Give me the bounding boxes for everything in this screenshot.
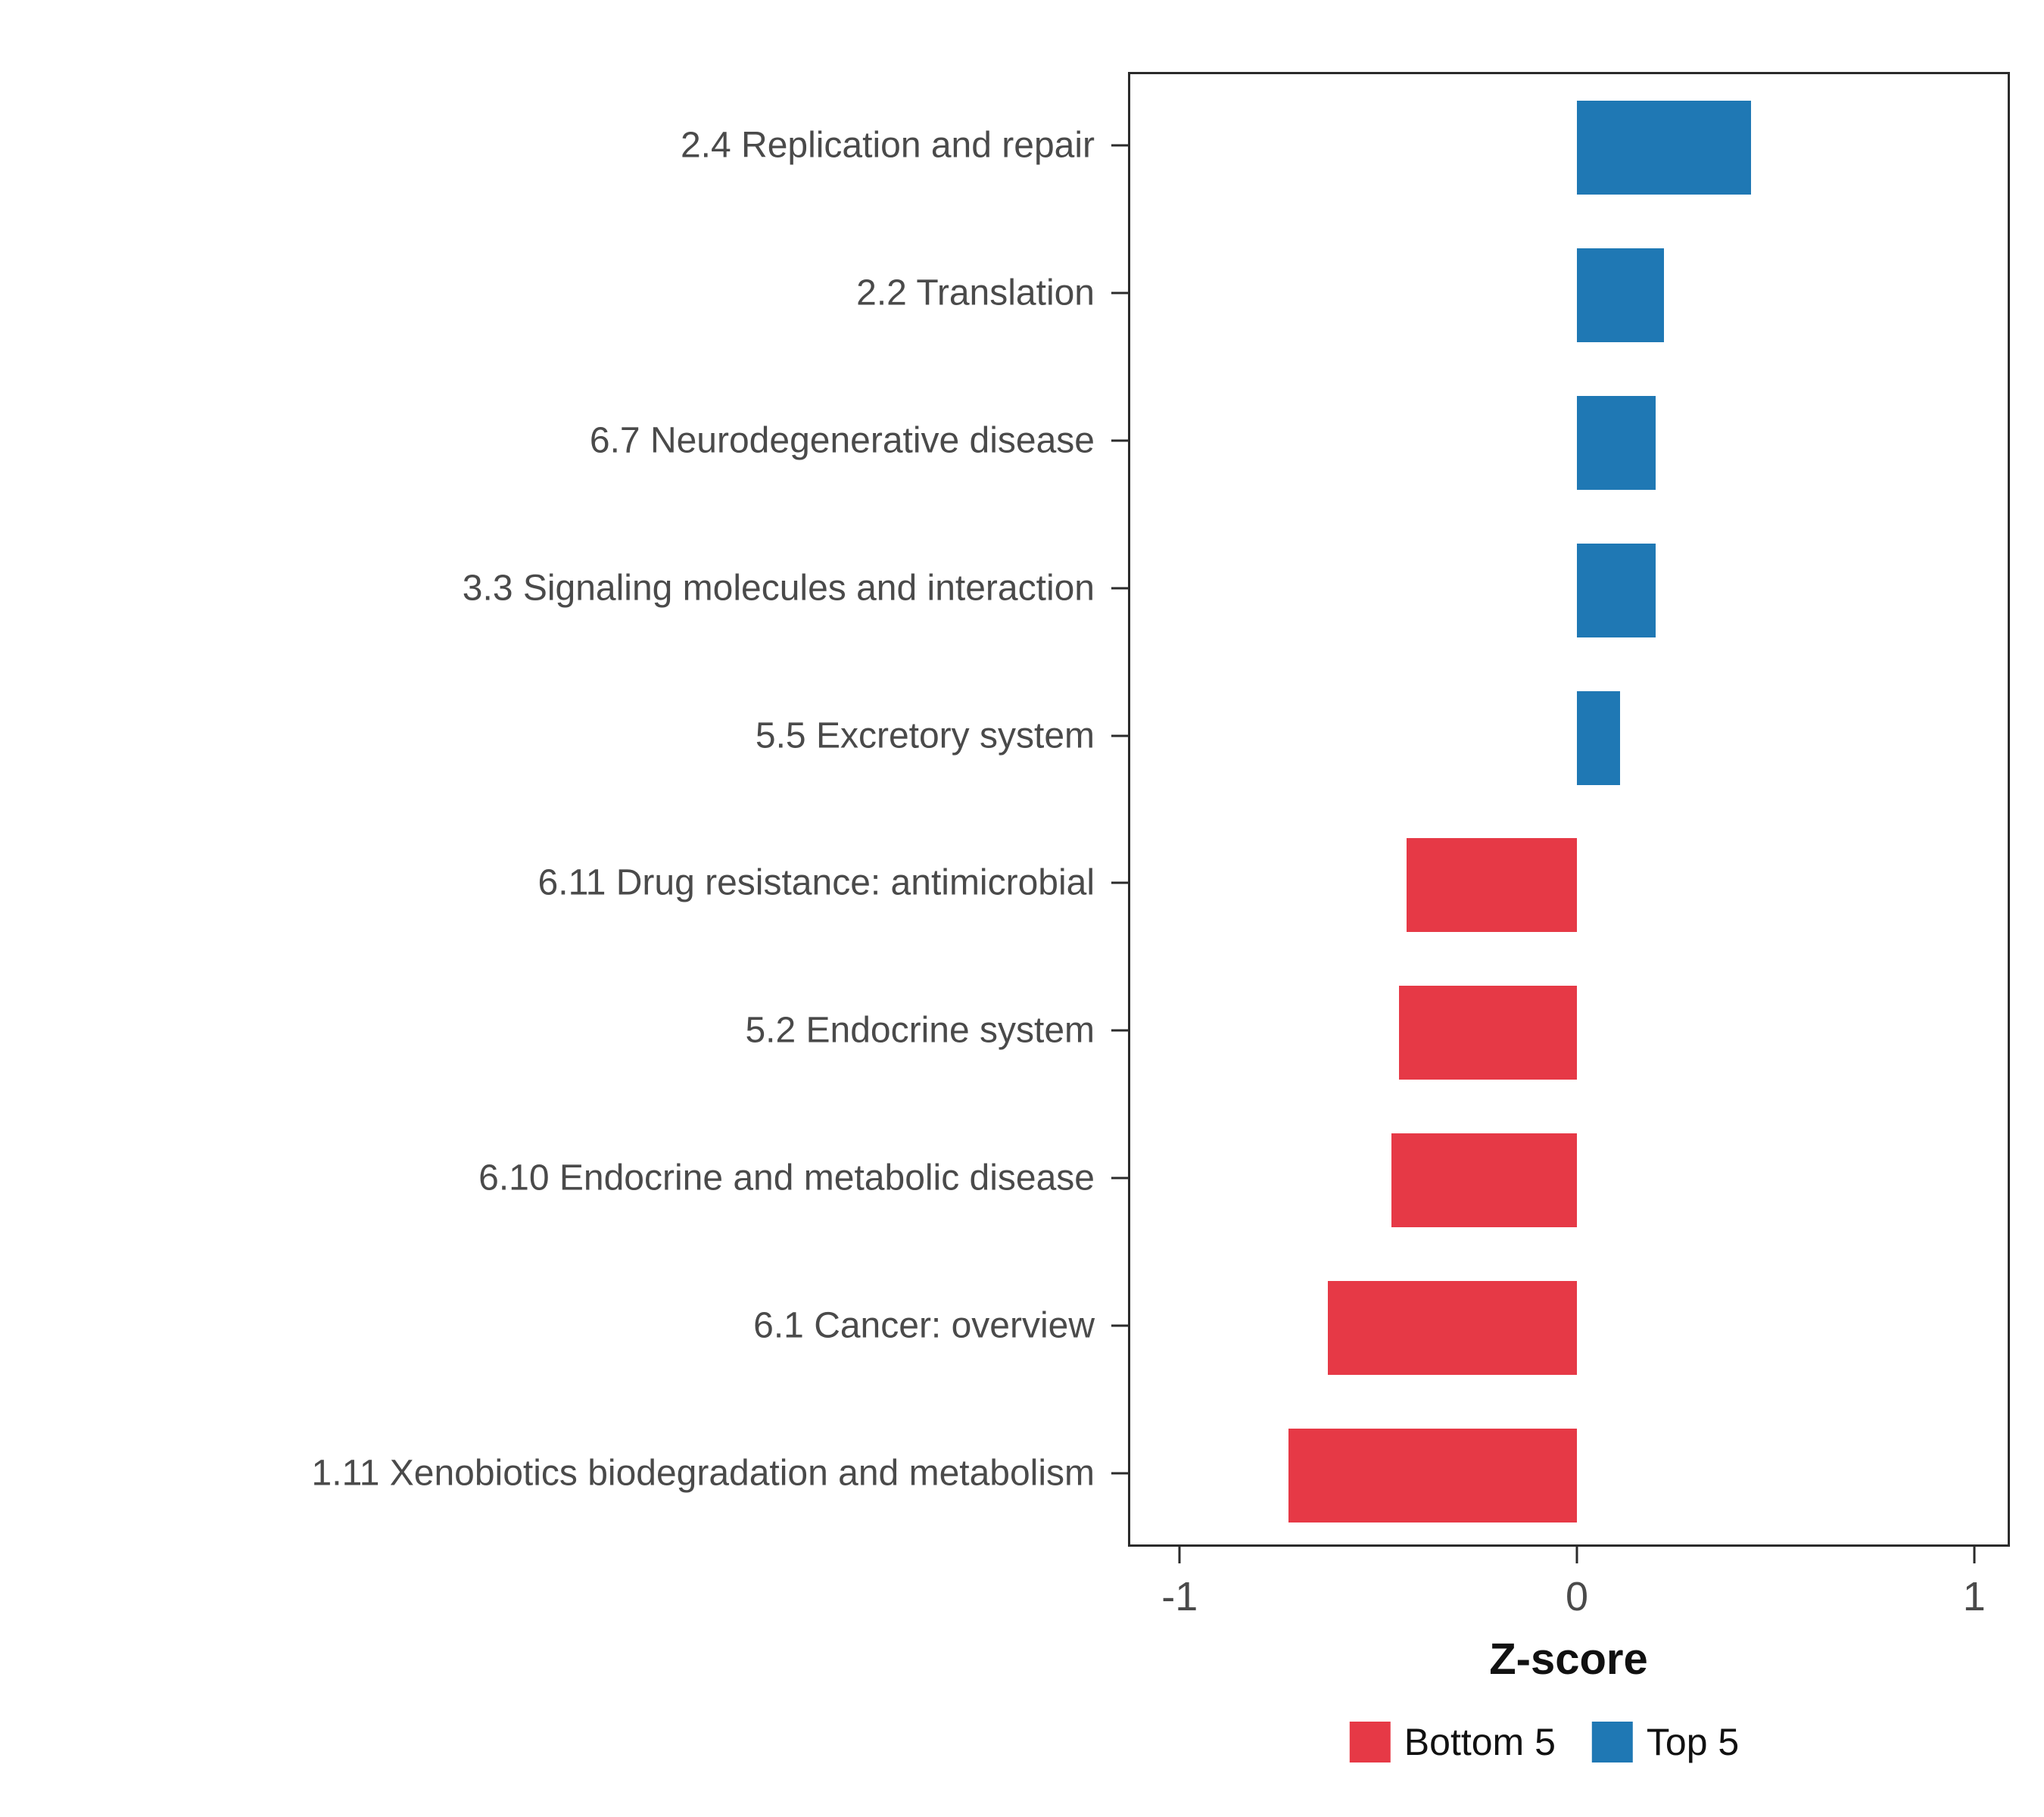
x-tick-label: 0 bbox=[1565, 1574, 1589, 1619]
y-axis-labels: 2.4 Replication and repair 2.2 Translatio… bbox=[0, 72, 1104, 1547]
bar bbox=[1399, 986, 1577, 1080]
legend: Bottom 5 Top 5 bbox=[1349, 1720, 1740, 1764]
y-axis-label: 5.2 Endocrine system bbox=[745, 1010, 1095, 1051]
y-tick-mark bbox=[1111, 144, 1128, 147]
y-tick-mark bbox=[1111, 587, 1128, 590]
legend-item: Top 5 bbox=[1591, 1720, 1740, 1764]
x-tick-label: -1 bbox=[1161, 1574, 1198, 1619]
legend-label: Top 5 bbox=[1646, 1721, 1740, 1763]
y-axis-label: 3.3 Signaling molecules and interaction bbox=[462, 568, 1095, 609]
y-axis-tick-marks bbox=[1111, 72, 1128, 1547]
x-axis-tick-marks bbox=[1128, 1547, 2010, 1563]
bar bbox=[1288, 1428, 1577, 1522]
y-tick-mark bbox=[1111, 439, 1128, 442]
legend-item: Bottom 5 bbox=[1349, 1720, 1556, 1764]
plot-panel bbox=[1128, 72, 2010, 1547]
legend-label: Bottom 5 bbox=[1404, 1721, 1556, 1763]
y-axis-label: 2.4 Replication and repair bbox=[680, 125, 1095, 166]
y-axis-label: 2.2 Translation bbox=[856, 273, 1095, 313]
bar bbox=[1328, 1280, 1577, 1375]
y-tick-mark bbox=[1111, 881, 1128, 884]
legend-swatch-icon bbox=[1349, 1722, 1391, 1762]
y-axis-label: 6.10 Endocrine and metabolic disease bbox=[478, 1158, 1095, 1198]
x-tick-mark bbox=[1178, 1547, 1181, 1563]
y-tick-mark bbox=[1111, 1472, 1128, 1475]
y-axis-label: 6.11 Drug resistance: antimicrobial bbox=[537, 862, 1095, 903]
bar bbox=[1576, 690, 1621, 785]
bar bbox=[1576, 543, 1656, 637]
bar bbox=[1576, 396, 1656, 490]
y-tick-mark bbox=[1111, 734, 1128, 737]
y-tick-mark bbox=[1111, 1324, 1128, 1327]
y-axis-label: 5.5 Excretory system bbox=[755, 715, 1095, 756]
y-tick-mark bbox=[1111, 1177, 1128, 1180]
legend-swatch-icon bbox=[1591, 1722, 1633, 1762]
x-tick-label: 1 bbox=[1962, 1574, 1986, 1619]
bar bbox=[1407, 838, 1577, 933]
bar bbox=[1391, 1133, 1577, 1227]
y-tick-mark bbox=[1111, 291, 1128, 295]
y-axis-label: 6.7 Neurodegenerative disease bbox=[589, 420, 1095, 461]
y-axis-label: 1.11 Xenobiotics biodegradation and meta… bbox=[311, 1453, 1095, 1494]
y-tick-mark bbox=[1111, 1029, 1128, 1032]
bar bbox=[1576, 101, 1751, 195]
x-axis-title: Z-score bbox=[1489, 1635, 1648, 1684]
x-tick-mark bbox=[1575, 1547, 1578, 1563]
y-axis-label: 6.1 Cancer: overview bbox=[753, 1305, 1095, 1346]
x-tick-mark bbox=[1973, 1547, 1976, 1563]
x-axis-tick-labels: -1 0 1 bbox=[1128, 1573, 2010, 1626]
bar bbox=[1576, 248, 1664, 343]
